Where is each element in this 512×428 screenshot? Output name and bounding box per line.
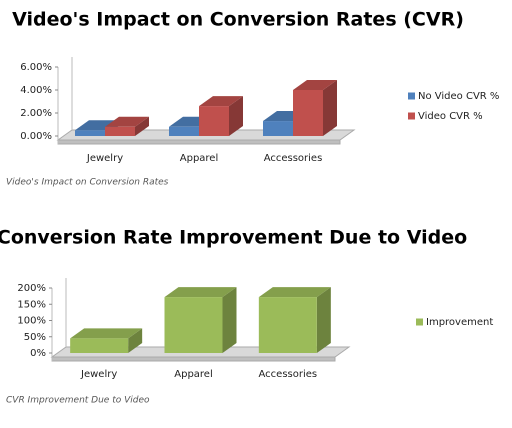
legend-label: No Video CVR % — [418, 91, 499, 102]
bar-top — [258, 287, 331, 298]
bar-side — [222, 287, 237, 353]
y-tick-label: 2.00% — [20, 108, 52, 119]
y-tick-label: 200% — [17, 283, 46, 294]
legend-label: Improvement — [426, 317, 493, 328]
x-tick-label: Jewelry — [86, 153, 123, 164]
legend-swatch — [416, 318, 423, 326]
caption: Video's Impact on Conversion Rates — [6, 178, 169, 188]
bar-top — [164, 287, 237, 298]
bar — [263, 121, 293, 136]
bar — [258, 297, 317, 353]
bar-top — [105, 116, 149, 127]
legend-label: Video CVR % — [418, 111, 483, 122]
bar — [293, 90, 323, 136]
x-tick-label: Accessories — [259, 369, 318, 380]
floor-edge — [57, 139, 341, 145]
bar-side — [316, 287, 331, 353]
bar — [75, 130, 105, 136]
floor-edge — [51, 356, 336, 362]
y-tick-label: 100% — [17, 316, 46, 327]
bar — [199, 106, 229, 136]
bar-side — [135, 116, 149, 136]
y-tick-label: 0.00% — [20, 131, 52, 142]
y-tick-label: 4.00% — [20, 85, 52, 96]
y-tick-label: 50% — [24, 332, 46, 343]
x-tick-label: Accessories — [264, 153, 323, 164]
x-tick-label: Apparel — [180, 153, 219, 164]
bar-side — [128, 328, 143, 353]
caption: CVR Improvement Due to Video — [6, 396, 150, 406]
chart-title: Video's Impact on Conversion Rates (CVR) — [12, 9, 464, 31]
legend-swatch — [408, 92, 415, 100]
bar-top — [293, 80, 337, 90]
bar-side — [229, 96, 243, 136]
chart-title: Conversion Rate Improvement Due to Video — [0, 227, 467, 249]
y-tick-label: 6.00% — [20, 62, 52, 73]
y-tick-label: 150% — [17, 299, 46, 310]
bar — [169, 126, 199, 136]
bar — [70, 338, 129, 353]
y-tick-label: 0% — [30, 348, 46, 359]
bar — [164, 297, 223, 353]
bar — [105, 126, 135, 136]
x-tick-label: Jewelry — [80, 369, 117, 380]
bar-top — [70, 328, 143, 339]
x-tick-label: Apparel — [174, 369, 213, 380]
bar-side — [323, 80, 337, 136]
legend-swatch — [408, 112, 415, 120]
bar-top — [199, 96, 243, 107]
